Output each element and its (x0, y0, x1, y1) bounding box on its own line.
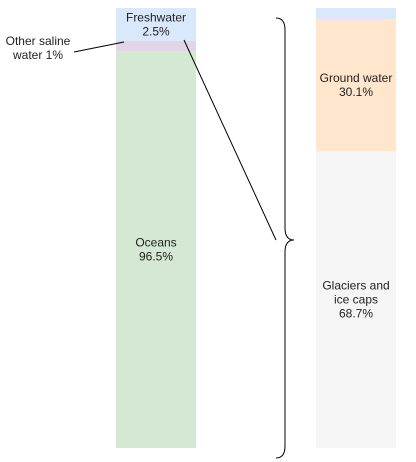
glaciers-ice-caps-label-line: Glaciers and (322, 279, 389, 293)
ground-water-label-line: 30.1% (339, 85, 373, 99)
oceans-label-line: Oceans (135, 236, 176, 250)
glaciers-ice-caps-label-line: ice caps (334, 293, 378, 307)
other-saline-label-line: Other saline (6, 34, 71, 48)
freshwater-segment (116, 8, 196, 41)
glaciers-ice-caps-label-line: 68.7% (339, 307, 373, 321)
freshwater-label-line: Freshwater (126, 11, 186, 25)
other-saline-segment (116, 41, 196, 51)
other-saline-label-line: water 1% (12, 48, 63, 62)
freshwater-label-line: 2.5% (142, 25, 170, 39)
ground-water-label-line: Ground water (320, 71, 393, 85)
freshwater-zoom-connector (183, 39, 277, 241)
oceans-segment (116, 51, 196, 448)
zoom-brace (275, 17, 295, 459)
oceans-label-line: 96.5% (139, 250, 173, 264)
freshwater-top-segment (316, 8, 396, 19)
other-saline-leader-line (73, 41, 125, 53)
glaciers-ice-caps-segment (316, 151, 396, 448)
ground-water-segment (316, 19, 396, 152)
